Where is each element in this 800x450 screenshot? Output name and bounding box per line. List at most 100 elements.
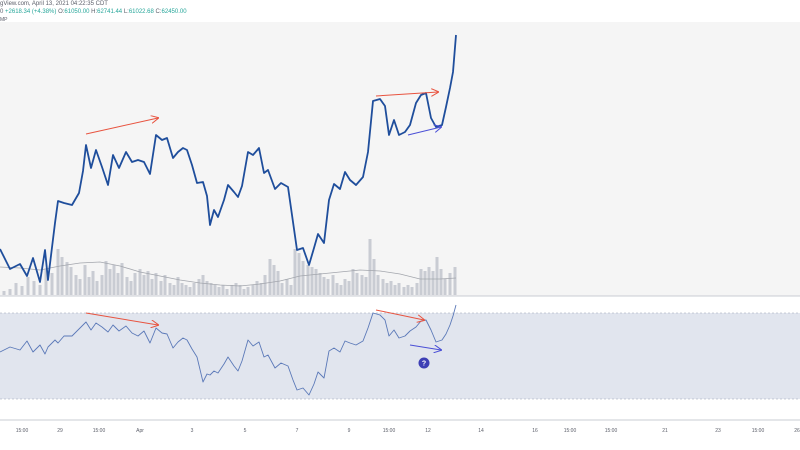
volume-bar [100,275,104,295]
volume-bar [192,283,196,295]
volume-bar [322,277,326,295]
volume-bar [301,261,305,295]
x-tick-label: 15:00 [93,428,106,434]
volume-bar [26,277,30,295]
volume-bar [419,269,423,295]
volume-bar [310,267,314,295]
volume-bar [163,275,167,295]
change-value: +2618.34 (+4.38%) [5,9,57,15]
help-badge[interactable]: ? [418,357,430,369]
volume-bar [112,265,116,295]
volume-bar [402,287,406,295]
volume-bar [104,261,108,295]
volume-bar [431,271,435,295]
volume-bar [133,273,137,295]
volume-bar [385,283,389,295]
volume-bar [263,275,267,295]
volume-bar [116,273,120,295]
volume-bar [255,281,259,295]
volume-bar [397,283,401,295]
volume-bar [78,279,82,295]
volume-bar [314,269,318,295]
volume-bar [268,259,272,295]
volume-bar [32,281,36,295]
x-tick-label: Apr [136,428,144,434]
x-tick-label: 16 [532,428,538,434]
open-value: 61050.00 [64,9,90,15]
open-label: O: [58,9,65,15]
volume-bar [339,285,343,295]
volume-bar [20,286,24,295]
volume-bar [347,281,351,295]
change-prefix: 0 [0,9,4,15]
volume-bar [129,281,133,295]
volume-bar [318,273,322,295]
volume-bar [276,271,280,295]
rsi-line [0,304,457,396]
volume-bar [44,269,48,295]
volume-bar [50,273,54,295]
volume-bar [246,287,250,295]
volume-bar [213,285,217,295]
red-trend-arrow [375,92,438,97]
volume-bar [95,281,99,295]
ohlc-line: 0 +2618.34 (+4.38%) O:61050.00 H:62741.4… [0,9,187,15]
volume-bar [108,269,112,295]
volume-bar [238,285,242,295]
volume-bar [306,265,310,295]
volume-bar [91,271,95,295]
blue-trend-arrow [407,127,441,136]
volume-bar [376,275,380,295]
volume-bar [259,283,263,295]
volume-bar [150,279,154,295]
volume-bar [326,279,330,295]
volume-bar [335,283,339,295]
blue-trend-arrow [409,344,441,350]
volume-bar [83,265,87,295]
volume-bar [427,267,431,295]
x-tick-label: 12 [425,428,431,434]
question-icon[interactable] [418,357,430,369]
source-line: gView.com, April 13, 2021 04:22:35 CDT [0,1,108,7]
price-line [0,34,457,283]
x-tick-label: 15:00 [383,428,396,434]
volume-bar [230,285,234,295]
volume-bar [343,279,347,295]
volume-bar [205,281,209,295]
x-tick-label: 14 [478,428,484,434]
volume-bar [60,257,64,295]
x-tick-label: 15:00 [605,428,618,434]
x-tick-label: 15:00 [752,428,765,434]
rsi-band [0,313,800,399]
volume-bar [355,273,359,295]
close-label: C: [155,9,162,15]
volume-bar [69,267,73,295]
volume-bar [146,271,150,295]
volume-bar [176,277,180,295]
volume-bar [289,285,293,295]
volume-bar [87,277,91,295]
question-glyph: ? [422,361,426,368]
volume-bar [360,275,364,295]
volume-bar [14,283,18,295]
volume-bar [293,249,297,295]
volume-bar [180,283,184,295]
volume-bar [272,265,276,295]
volume-bar [154,273,158,295]
indicator-label: MP [0,17,8,23]
volume-bar [38,285,42,295]
volume-bar [188,287,192,295]
volume-bar [364,277,368,295]
volume-bar [184,285,188,295]
volume-bar [8,289,12,295]
trend-arrows [85,92,441,350]
volume-bar [197,279,201,295]
high-value: 62741.44 [97,9,123,15]
volume-bar [74,275,78,295]
x-tick-label: 21 [662,428,668,434]
volume-bar [372,259,376,295]
volume-bar [443,279,447,295]
volume-bar [393,285,397,295]
